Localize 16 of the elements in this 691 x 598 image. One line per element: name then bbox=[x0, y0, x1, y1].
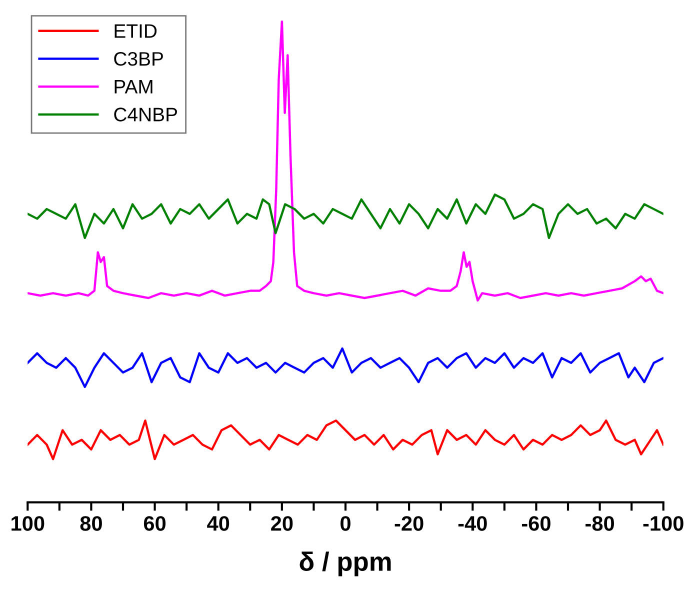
x-tick-label: 100 bbox=[12, 516, 44, 531]
x-tick-label: 60 bbox=[144, 516, 166, 531]
x-tick-label: -100 bbox=[643, 516, 684, 531]
x-axis-title: δ / ppm bbox=[300, 552, 391, 576]
x-tick-label: -20 bbox=[394, 516, 424, 531]
legend-label: C4NBP bbox=[114, 108, 178, 122]
x-tick-label: 80 bbox=[80, 516, 102, 531]
x-tick-label: -40 bbox=[458, 516, 487, 531]
x-tick-label: 20 bbox=[271, 516, 293, 531]
legend-label: ETID bbox=[114, 24, 157, 38]
legend-label: C3BP bbox=[114, 52, 163, 66]
x-tick-label: 0 bbox=[340, 516, 350, 531]
x-tick-label: -60 bbox=[522, 516, 550, 531]
x-tick-label: 40 bbox=[207, 516, 230, 531]
x-tick-label: -80 bbox=[586, 516, 614, 531]
legend-label: PAM bbox=[114, 80, 152, 94]
